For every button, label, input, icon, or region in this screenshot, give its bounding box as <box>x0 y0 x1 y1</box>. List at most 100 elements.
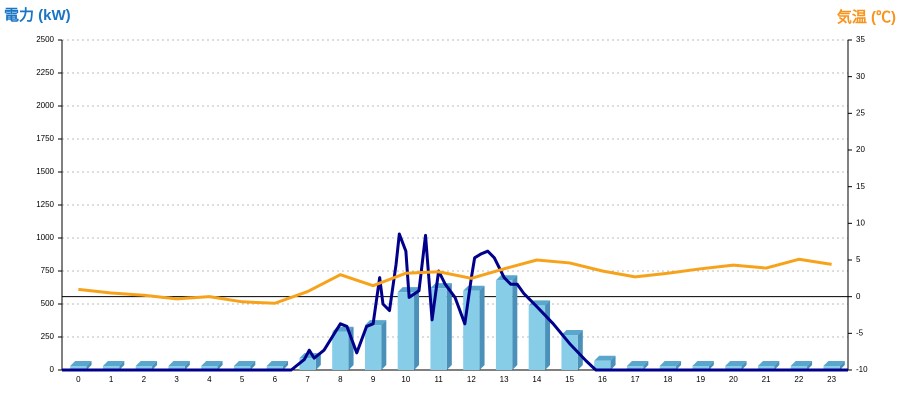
y-tick-label: 1000 <box>36 233 54 242</box>
bar-top <box>266 361 289 367</box>
bar <box>233 366 251 370</box>
bar-side <box>610 355 616 370</box>
bar-side <box>676 361 682 370</box>
bar-side <box>577 330 583 370</box>
bar-side <box>217 361 223 370</box>
x-tick-label: 10 <box>401 375 410 384</box>
bar <box>102 366 120 370</box>
x-tick-label: 5 <box>240 375 245 384</box>
x-tick-label: 4 <box>207 375 212 384</box>
y2-tick-label: 35 <box>856 35 865 44</box>
bar-top <box>233 361 256 367</box>
x-tick-label: 8 <box>338 375 343 384</box>
x-tick-label: 18 <box>663 375 672 384</box>
x-tick-label: 20 <box>729 375 738 384</box>
bar-top <box>561 330 583 336</box>
bar <box>332 331 349 370</box>
x-tick-label: 0 <box>76 375 81 384</box>
y2-tick-label: -10 <box>856 365 868 374</box>
bar <box>790 366 808 370</box>
line <box>78 257 832 305</box>
bar-side <box>479 285 485 370</box>
y2-tick-label: 5 <box>856 255 861 264</box>
y2-tick-label: 10 <box>856 218 865 227</box>
x-tick-label: 2 <box>142 375 147 384</box>
x-tick-label: 14 <box>532 375 541 384</box>
bar-side <box>152 361 158 370</box>
y2-tick-label: 20 <box>856 145 865 154</box>
bar-top <box>168 361 190 367</box>
x-tick-label: 13 <box>500 375 509 384</box>
bar-side <box>283 361 289 370</box>
bar-side <box>446 283 452 370</box>
y2-tick-label: -5 <box>856 328 864 337</box>
x-tick-label: 3 <box>174 375 179 384</box>
bar <box>594 360 611 370</box>
bar-top <box>626 361 649 367</box>
bar-side <box>708 361 714 370</box>
y-title: 電力 (kW) <box>4 6 71 24</box>
bar <box>168 366 185 370</box>
bar-side <box>643 361 649 370</box>
bar-top <box>70 361 92 367</box>
bar <box>266 366 284 370</box>
y-tick-label: 1250 <box>36 200 54 209</box>
bar <box>823 366 840 370</box>
bar <box>430 288 447 370</box>
y2-tick-label: 15 <box>856 182 865 191</box>
y2-tick-label: 0 <box>856 292 861 301</box>
bar-side <box>250 361 256 370</box>
bar-top <box>594 355 616 361</box>
bar-top <box>725 361 747 367</box>
bar <box>495 280 513 370</box>
bar <box>299 358 316 370</box>
y-tick-label: 250 <box>41 332 55 341</box>
bar-top <box>135 361 158 367</box>
bar <box>463 290 480 370</box>
bar <box>70 366 87 370</box>
x-tick-label: 12 <box>467 375 476 384</box>
y2-tick-label: 30 <box>856 72 865 81</box>
bar-side <box>86 361 92 370</box>
x-tick-label: 22 <box>794 375 803 384</box>
bar <box>561 335 578 370</box>
bar-top <box>823 361 845 367</box>
x-tick-label: 11 <box>434 375 443 384</box>
bar-side <box>381 320 387 370</box>
bar <box>201 366 218 370</box>
x-tick-label: 9 <box>371 375 376 384</box>
bar <box>364 325 382 370</box>
bar <box>528 305 546 370</box>
x-tick-label: 15 <box>565 375 574 384</box>
x-tick-label: 7 <box>305 375 310 384</box>
y-tick-label: 2250 <box>36 68 54 77</box>
bar-side <box>839 361 845 370</box>
line <box>62 232 848 372</box>
x-tick-label: 23 <box>827 375 836 384</box>
y-tick-label: 1750 <box>36 134 54 143</box>
bar-top <box>692 361 714 367</box>
x-tick-label: 17 <box>631 375 640 384</box>
y2-title: 気温 (℃) <box>837 8 896 26</box>
bar-side <box>119 361 125 370</box>
bar <box>692 366 709 370</box>
x-tick-label: 1 <box>109 375 114 384</box>
bar-side <box>807 361 813 370</box>
bar-top <box>757 361 780 367</box>
bar-top <box>495 275 518 281</box>
y-tick-label: 2500 <box>36 35 54 44</box>
bar-top <box>790 361 813 367</box>
bar <box>757 366 775 370</box>
x-tick-label: 19 <box>696 375 705 384</box>
x-tick-label: 6 <box>273 375 278 384</box>
bar-side <box>774 361 780 370</box>
bar-side <box>414 287 420 370</box>
bar <box>725 366 742 370</box>
bar-side <box>545 300 551 370</box>
bar <box>626 366 644 370</box>
bar-side <box>741 361 747 370</box>
bar-top <box>659 361 682 367</box>
bar <box>135 366 153 370</box>
